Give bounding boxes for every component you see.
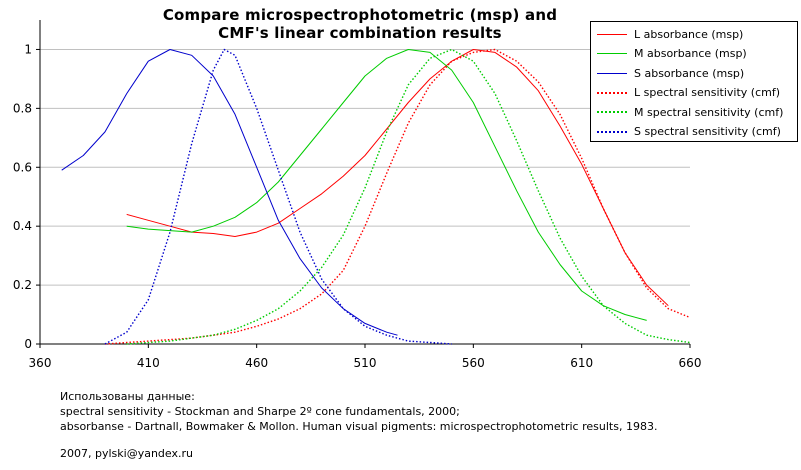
y-tick-label-5: 1 <box>24 42 32 56</box>
legend-item-0: L absorbance (msp) <box>597 25 743 43</box>
data-sources-note: Использованы данные: spectral sensitivit… <box>60 389 657 434</box>
series-line-0 <box>126 49 669 307</box>
chart-title-line-1: Compare microspectrophotometric (msp) an… <box>162 6 558 24</box>
legend-item-4: M spectral sensitivity (cmf) <box>597 103 783 121</box>
x-tick-label-2: 460 <box>245 356 268 370</box>
y-tick-label-2: 0.4 <box>13 219 32 233</box>
chart-legend: L absorbance (msp) M absorbance (msp) S ab… <box>590 21 798 142</box>
legend-item-2: S absorbance (msp) <box>597 64 744 82</box>
legend-swatch-2 <box>597 72 627 74</box>
legend-label-3: L spectral sensitivity (cmf) <box>634 86 781 99</box>
series-line-1 <box>126 49 647 321</box>
series-line-5 <box>104 48 452 345</box>
legend-item-3: L spectral sensitivity (cmf) <box>597 84 780 102</box>
legend-label-5: S spectral sensitivity (cmf) <box>634 125 781 138</box>
y-tick-label-3: 0.6 <box>13 160 32 174</box>
y-tick-label-1: 0.2 <box>13 278 32 292</box>
legend-item-5: S spectral sensitivity (cmf) <box>597 123 781 141</box>
notes-absorbance-source: absorbanse - Dartnall, Bowmaker & Mollon… <box>60 420 658 433</box>
series-line-2 <box>61 49 398 336</box>
legend-swatch-5 <box>597 130 627 133</box>
y-tick-label-0: 0 <box>24 337 32 351</box>
legend-label-4: M spectral sensitivity (cmf) <box>634 105 784 119</box>
footer-credit: 2007, pylski@yandex.ru <box>60 447 193 460</box>
x-tick-label-6: 660 <box>679 356 702 370</box>
notes-heading: Использованы данные: <box>60 390 195 403</box>
x-tick-label-0: 360 <box>29 356 52 370</box>
x-tick-label-4: 560 <box>462 356 485 370</box>
y-tick-label-4: 0.8 <box>13 101 32 115</box>
legend-swatch-3 <box>597 91 627 94</box>
chart-title-line-2: CMF's linear combination results <box>218 24 502 42</box>
x-tick-label-1: 410 <box>137 356 160 370</box>
legend-swatch-4 <box>597 111 627 113</box>
legend-label-2: S absorbance (msp) <box>634 66 745 80</box>
series-line-4 <box>126 48 691 345</box>
legend-item-1: M absorbance (msp) <box>597 45 747 63</box>
legend-label-0: L absorbance (msp) <box>634 27 744 41</box>
legend-label-1: M absorbance (msp) <box>634 47 747 60</box>
x-tick-label-5: 610 <box>570 356 593 370</box>
notes-spectral-source: spectral sensitivity - Stockman and Shar… <box>60 405 460 418</box>
legend-swatch-1 <box>597 53 627 54</box>
legend-swatch-0 <box>597 33 627 35</box>
x-tick-label-3: 510 <box>354 356 377 370</box>
